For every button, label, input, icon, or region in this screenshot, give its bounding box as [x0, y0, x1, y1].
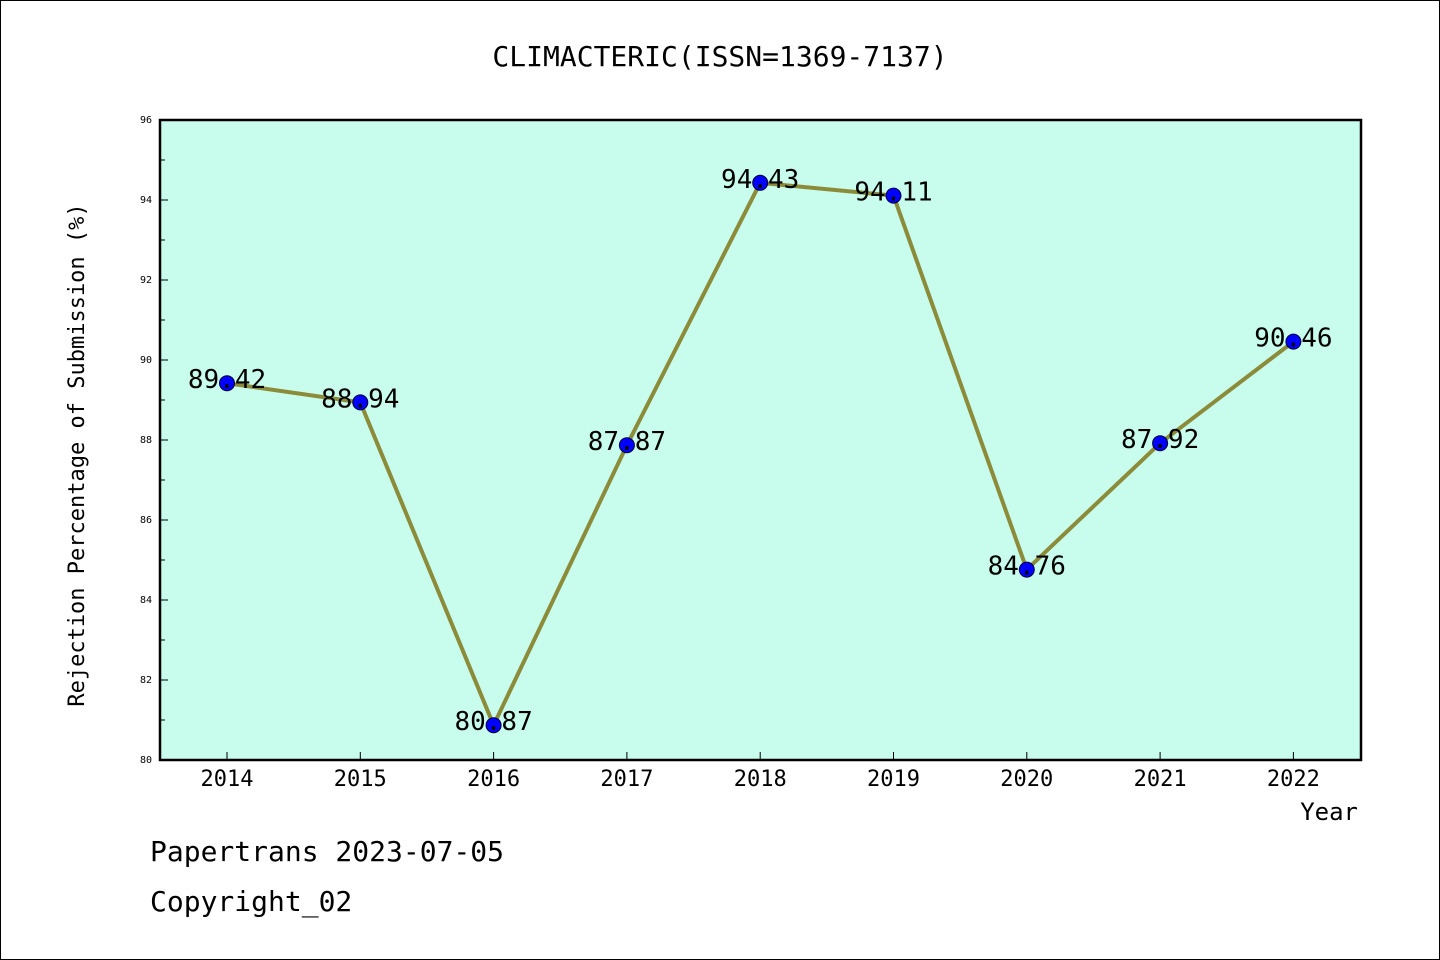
y-tick-label: 94 [140, 195, 152, 206]
x-axis-label: Year [1300, 798, 1358, 826]
y-tick-label: 86 [140, 515, 152, 526]
data-label: 89.42 [188, 365, 266, 395]
data-label: 94.43 [721, 165, 799, 195]
data-label: 84.76 [988, 552, 1066, 582]
y-tick-label: 92 [140, 275, 152, 286]
footer-source: Papertrans 2023-07-05 [150, 835, 505, 868]
x-axis-ticks: 2014 2015 2016 2017 2018 2019 2020 2021 2022 [201, 752, 1320, 792]
y-tick-label: 84 [140, 595, 152, 606]
x-tick-label: 2021 [1134, 767, 1187, 792]
y-tick-label: 82 [140, 675, 152, 686]
x-tick-label: 2017 [600, 767, 653, 792]
data-label: 90.46 [1254, 324, 1332, 354]
plot-border [158, 118, 1363, 762]
chart-title: CLIMACTERIC(ISSN=1369-7137) [492, 40, 947, 73]
data-label: 94.11 [854, 178, 932, 208]
data-label: 88.94 [321, 384, 399, 414]
data-label: 87.92 [1121, 425, 1199, 455]
series-layer: 89.42 88.94 80.87 87.87 94.43 94.11 84.76 87.92… [188, 165, 1333, 737]
data-point [618, 437, 635, 454]
data-label: 87.87 [588, 427, 666, 457]
x-tick-label: 2018 [734, 767, 787, 792]
data-point [752, 174, 769, 191]
y-tick-label: 80 [140, 755, 152, 766]
x-tick-label: 2019 [867, 767, 920, 792]
x-tick-label: 2022 [1267, 767, 1320, 792]
data-point [219, 375, 235, 392]
footer-copyright: Copyright_02 [150, 885, 353, 918]
y-tick-label: 88 [140, 435, 152, 446]
data-point [1018, 561, 1035, 578]
data-point [352, 394, 369, 411]
data-point [1285, 333, 1302, 350]
data-label: 80.87 [454, 707, 532, 737]
x-tick-label: 2014 [201, 767, 254, 792]
x-tick-label: 2016 [467, 767, 520, 792]
data-point [885, 187, 902, 204]
y-axis-label: Rejection Percentage of Submission (%) [65, 203, 90, 706]
data-point [485, 717, 502, 734]
x-tick-label: 2020 [1000, 767, 1053, 792]
x-tick-label: 2015 [334, 767, 387, 792]
data-point [1152, 435, 1169, 452]
y-tick-label: 90 [140, 355, 152, 366]
y-tick-label: 96 [140, 115, 152, 126]
